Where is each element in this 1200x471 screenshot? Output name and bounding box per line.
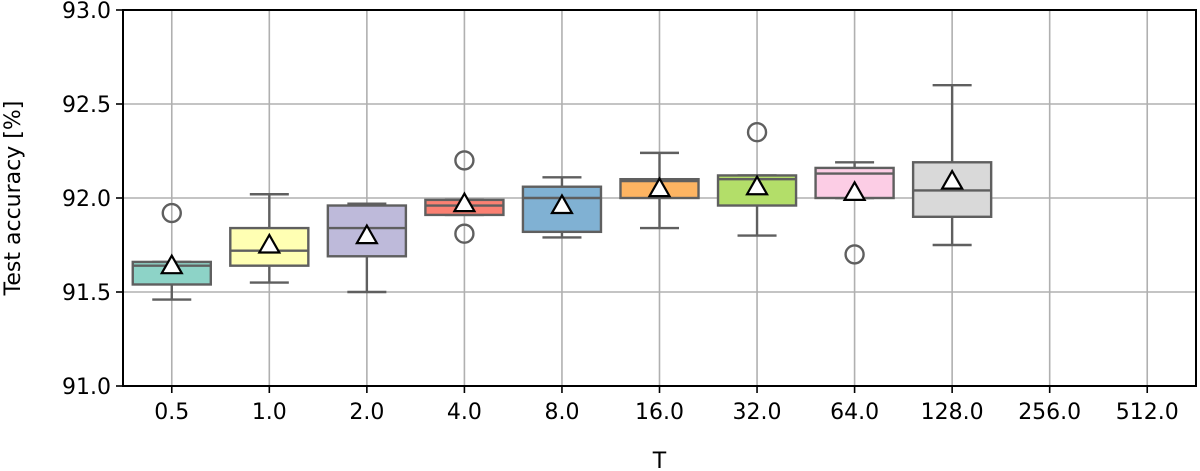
y-tick-label: 92.5 xyxy=(62,93,111,118)
axis-ticks: 0.5 1.0 2.0 4.0 8.0 16.0 32.0 64.0 128.0 256.0 512… xyxy=(62,0,1179,425)
y-tick-label: 91.5 xyxy=(62,281,111,306)
outlier-point xyxy=(161,202,182,224)
x-tick-label: 8.0 xyxy=(544,400,579,425)
x-tick-label: 1.0 xyxy=(252,400,287,425)
x-tick-label: 2.0 xyxy=(349,400,384,425)
box-0.5 xyxy=(131,202,212,301)
box-16.0 xyxy=(619,151,700,230)
outlier-point xyxy=(844,244,865,265)
x-tick-label: 4.0 xyxy=(447,400,482,425)
x-tick-label: 128.0 xyxy=(921,400,984,425)
mean-marker xyxy=(940,168,965,190)
mean-marker xyxy=(745,174,769,196)
mean-marker xyxy=(647,176,672,198)
y-tick-label: 91.0 xyxy=(62,375,111,400)
box-64.0 xyxy=(814,161,895,265)
mean-marker xyxy=(550,193,574,215)
mean-marker xyxy=(257,232,282,254)
x-axis-label: T xyxy=(652,449,667,471)
box-4.0 xyxy=(424,150,505,244)
box-8.0 xyxy=(521,176,603,239)
iqr-box xyxy=(716,174,798,207)
box-32.0 xyxy=(716,121,798,237)
box-2.0 xyxy=(326,202,408,294)
mean-marker xyxy=(354,223,379,245)
x-tick-label: 256.0 xyxy=(1018,400,1081,425)
box-128.0 xyxy=(911,83,993,247)
outlier-point xyxy=(454,150,475,171)
box-series xyxy=(131,83,993,301)
x-tick-label: 16.0 xyxy=(635,400,684,425)
x-tick-label: 512.0 xyxy=(1116,400,1179,425)
y-axis-label: Test accuracy [%] xyxy=(1,101,26,297)
box-1.0 xyxy=(229,193,310,284)
mean-marker xyxy=(159,253,184,275)
outlier-point xyxy=(454,223,475,244)
x-tick-label: 64.0 xyxy=(830,400,879,425)
x-tick-label: 0.5 xyxy=(154,400,189,425)
x-tick-label: 32.0 xyxy=(733,400,782,425)
y-tick-label: 93.0 xyxy=(62,0,111,24)
y-tick-label: 92.0 xyxy=(62,187,111,212)
mean-marker xyxy=(842,180,867,201)
mean-marker xyxy=(452,191,477,213)
outlier-point xyxy=(746,121,768,143)
